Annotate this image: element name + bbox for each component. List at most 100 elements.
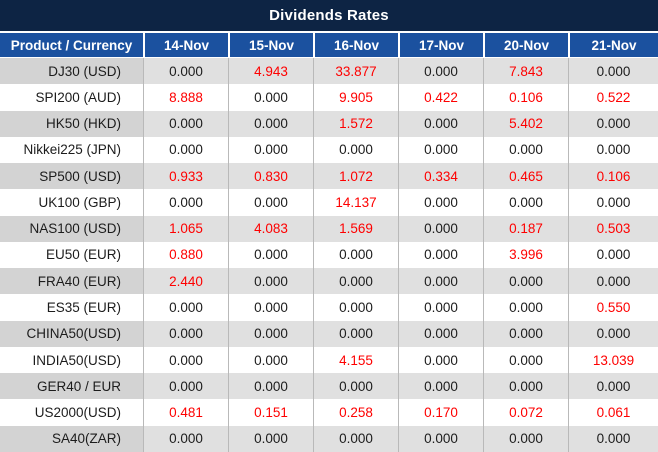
value-cell: 8.888 [143, 84, 228, 110]
value-cell: 4.943 [228, 58, 313, 84]
product-cell: SP500 (USD) [0, 163, 143, 189]
value-cell: 0.000 [228, 268, 313, 294]
value-cell: 3.996 [483, 242, 568, 268]
value-cell: 1.072 [313, 163, 398, 189]
value-cell: 0.000 [143, 189, 228, 215]
value-cell: 0.334 [398, 163, 483, 189]
product-cell: EU50 (EUR) [0, 242, 143, 268]
value-cell: 0.522 [568, 84, 658, 110]
value-cell: 0.000 [568, 268, 658, 294]
table-row: HK50 (HKD) 0.000 0.000 1.572 0.000 5.402… [0, 111, 658, 137]
value-cell: 7.843 [483, 58, 568, 84]
table-row: UK100 (GBP) 0.000 0.000 14.137 0.000 0.0… [0, 189, 658, 215]
value-cell: 0.830 [228, 163, 313, 189]
value-cell: 0.000 [143, 111, 228, 137]
title-bar: Dividends Rates [0, 0, 658, 33]
value-cell: 0.000 [483, 294, 568, 320]
value-cell: 0.000 [313, 268, 398, 294]
value-cell: 0.000 [568, 189, 658, 215]
value-cell: 0.000 [483, 426, 568, 452]
value-cell: 4.155 [313, 347, 398, 373]
value-cell: 0.000 [568, 321, 658, 347]
value-cell: 0.000 [398, 321, 483, 347]
table-row: ES35 (EUR) 0.000 0.000 0.000 0.000 0.000… [0, 294, 658, 320]
table-row: SPI200 (AUD) 8.888 0.000 9.905 0.422 0.1… [0, 84, 658, 110]
table-row: CHINA50(USD) 0.000 0.000 0.000 0.000 0.0… [0, 321, 658, 347]
value-cell: 33.877 [313, 58, 398, 84]
header-date-col-4: 17-Nov [398, 33, 483, 57]
value-cell: 0.000 [568, 426, 658, 452]
table-row: SP500 (USD) 0.933 0.830 1.072 0.334 0.46… [0, 163, 658, 189]
value-cell: 0.000 [228, 426, 313, 452]
value-cell: 0.000 [313, 242, 398, 268]
table-row: INDIA50(USD) 0.000 0.000 4.155 0.000 0.0… [0, 347, 658, 373]
value-cell: 0.000 [483, 347, 568, 373]
table-row: Nikkei225 (JPN) 0.000 0.000 0.000 0.000 … [0, 137, 658, 163]
value-cell: 0.000 [568, 242, 658, 268]
header-date-col-1: 14-Nov [143, 33, 228, 57]
header-date-col-5: 20-Nov [483, 33, 568, 57]
value-cell: 0.000 [398, 111, 483, 137]
header-date-col-6: 21-Nov [568, 33, 658, 57]
value-cell: 0.000 [398, 294, 483, 320]
value-cell: 0.106 [483, 84, 568, 110]
value-cell: 0.503 [568, 216, 658, 242]
header-date-col-2: 15-Nov [228, 33, 313, 57]
value-cell: 4.083 [228, 216, 313, 242]
value-cell: 0.000 [143, 321, 228, 347]
product-cell: ES35 (EUR) [0, 294, 143, 320]
value-cell: 0.000 [483, 189, 568, 215]
value-cell: 0.000 [568, 373, 658, 399]
value-cell: 0.481 [143, 399, 228, 425]
value-cell: 0.072 [483, 399, 568, 425]
product-cell: FRA40 (EUR) [0, 268, 143, 294]
value-cell: 0.106 [568, 163, 658, 189]
value-cell: 0.000 [228, 137, 313, 163]
value-cell: 0.000 [313, 426, 398, 452]
product-cell: DJ30 (USD) [0, 58, 143, 84]
header-date-col-3: 16-Nov [313, 33, 398, 57]
value-cell: 0.000 [568, 58, 658, 84]
value-cell: 0.000 [228, 84, 313, 110]
value-cell: 0.000 [228, 242, 313, 268]
table-row: NAS100 (USD) 1.065 4.083 1.569 0.000 0.1… [0, 216, 658, 242]
value-cell: 1.065 [143, 216, 228, 242]
value-cell: 0.550 [568, 294, 658, 320]
value-cell: 0.000 [228, 321, 313, 347]
value-cell: 0.465 [483, 163, 568, 189]
value-cell: 1.569 [313, 216, 398, 242]
value-cell: 0.000 [228, 189, 313, 215]
value-cell: 0.000 [398, 426, 483, 452]
value-cell: 0.000 [398, 189, 483, 215]
product-cell: SPI200 (AUD) [0, 84, 143, 110]
value-cell: 0.000 [313, 373, 398, 399]
value-cell: 0.000 [143, 426, 228, 452]
header-product-currency: Product / Currency [0, 33, 143, 57]
product-cell: UK100 (GBP) [0, 189, 143, 215]
table-row: GER40 / EUR 0.000 0.000 0.000 0.000 0.00… [0, 373, 658, 399]
value-cell: 0.000 [483, 373, 568, 399]
value-cell: 0.000 [143, 347, 228, 373]
value-cell: 5.402 [483, 111, 568, 137]
product-cell: US2000(USD) [0, 399, 143, 425]
value-cell: 0.000 [228, 347, 313, 373]
product-cell: INDIA50(USD) [0, 347, 143, 373]
table-row: SA40(ZAR) 0.000 0.000 0.000 0.000 0.000 … [0, 426, 658, 452]
product-cell: GER40 / EUR [0, 373, 143, 399]
table-row: DJ30 (USD) 0.000 4.943 33.877 0.000 7.84… [0, 58, 658, 84]
value-cell: 0.000 [398, 268, 483, 294]
page-title: Dividends Rates [269, 7, 389, 24]
value-cell: 1.572 [313, 111, 398, 137]
value-cell: 0.000 [483, 137, 568, 163]
value-cell: 0.880 [143, 242, 228, 268]
value-cell: 0.000 [568, 111, 658, 137]
value-cell: 0.000 [398, 242, 483, 268]
table-row: US2000(USD) 0.481 0.151 0.258 0.170 0.07… [0, 399, 658, 425]
value-cell: 0.000 [143, 294, 228, 320]
value-cell: 0.187 [483, 216, 568, 242]
value-cell: 0.000 [568, 137, 658, 163]
value-cell: 0.000 [313, 321, 398, 347]
value-cell: 0.000 [313, 294, 398, 320]
value-cell: 0.000 [398, 137, 483, 163]
value-cell: 0.000 [143, 58, 228, 84]
